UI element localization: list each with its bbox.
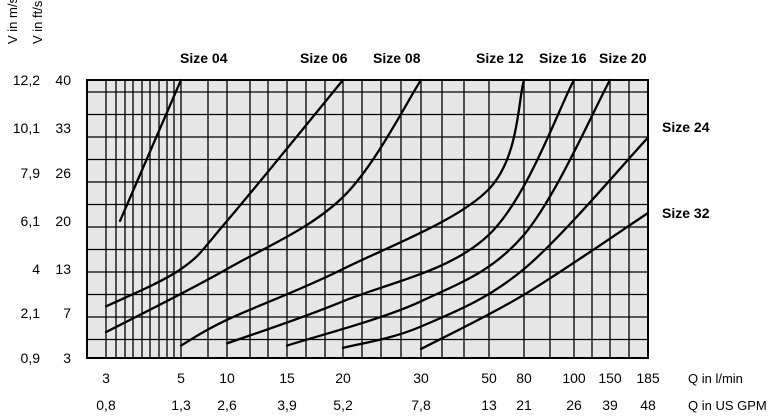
x-axis-title-gpm: Q in US GPM xyxy=(688,398,767,413)
x-tick-label-lmin: 15 xyxy=(279,370,295,386)
y-tick-label-ms: 12,2 xyxy=(13,72,40,88)
y-axis-title-fts: V in ft/s xyxy=(30,0,45,44)
curve-size-20 xyxy=(285,78,612,347)
size-labels: Size 04 Size 06 Size 08 Size 12 Size 16 Size … xyxy=(180,50,710,221)
y-tick-label-fts: 26 xyxy=(55,165,71,181)
x-tick-label-lmin: 30 xyxy=(413,370,429,386)
curve-size-24 xyxy=(341,136,650,350)
label-size-12: Size 12 xyxy=(476,50,524,66)
y-tick-label-fts: 13 xyxy=(55,261,71,277)
x-tick-label-gpm: 1,3 xyxy=(171,397,191,413)
x-tick-label-gpm: 5,2 xyxy=(333,397,353,413)
y-tick-label-fts: 20 xyxy=(55,213,71,229)
curve-size-32 xyxy=(419,211,650,351)
x-tick-label-lmin: 20 xyxy=(335,370,351,386)
y-tick-label-fts: 40 xyxy=(55,72,71,88)
x-tick-labels: 3 5 10 15 20 30 50 80 100 150 185 0,8 1,3 2,6 3,9 5,2 7,… xyxy=(96,370,660,413)
x-tick-label-gpm: 48 xyxy=(640,397,656,413)
x-tick-label-lmin: 50 xyxy=(481,370,497,386)
curve-size-12 xyxy=(179,78,526,347)
x-tick-label-lmin: 80 xyxy=(516,370,532,386)
x-tick-label-gpm: 0,8 xyxy=(96,397,116,413)
y-tick-label-ms: 4 xyxy=(32,261,40,277)
curve-size-04 xyxy=(118,78,183,223)
curve-size-16 xyxy=(225,78,576,345)
x-tick-label-gpm: 7,8 xyxy=(411,397,431,413)
x-tick-label-gpm: 2,6 xyxy=(217,397,237,413)
y-tick-label-fts: 3 xyxy=(63,350,71,366)
size-curves xyxy=(104,78,650,351)
label-size-04: Size 04 xyxy=(180,50,228,66)
plot-frame xyxy=(86,79,649,359)
label-size-20: Size 20 xyxy=(599,50,647,66)
y-tick-label-ms: 2,1 xyxy=(21,305,41,321)
y-tick-labels: 12,2 10,1 7,9 6,1 4 2,1 0,9 40 33 26 20 13 7 3 xyxy=(13,72,71,366)
x-tick-label-gpm: 39 xyxy=(602,397,618,413)
label-size-32: Size 32 xyxy=(662,205,710,221)
curve-size-08 xyxy=(104,78,423,334)
x-tick-label-gpm: 13 xyxy=(481,397,497,413)
y-axis-title-ms: V in m/s xyxy=(5,0,20,44)
x-tick-label-lmin: 150 xyxy=(598,370,622,386)
plot-area xyxy=(87,80,648,358)
x-tick-label-gpm: 26 xyxy=(566,397,582,413)
label-size-24: Size 24 xyxy=(662,119,710,135)
grid xyxy=(87,80,648,358)
y-tick-label-fts: 7 xyxy=(63,305,71,321)
x-tick-label-gpm: 3,9 xyxy=(277,397,297,413)
y-tick-label-fts: 33 xyxy=(55,120,71,136)
x-tick-label-lmin: 5 xyxy=(177,370,185,386)
curve-size-06 xyxy=(104,78,345,308)
label-size-06: Size 06 xyxy=(300,50,348,66)
x-tick-label-lmin: 10 xyxy=(219,370,235,386)
x-axis-title-lmin: Q in l/min xyxy=(688,371,743,386)
x-tick-label-lmin: 185 xyxy=(636,370,660,386)
label-size-08: Size 08 xyxy=(373,50,421,66)
x-tick-label-lmin: 3 xyxy=(102,370,110,386)
x-tick-label-lmin: 100 xyxy=(562,370,586,386)
x-tick-label-gpm: 21 xyxy=(516,397,532,413)
y-tick-label-ms: 6,1 xyxy=(21,213,41,229)
y-tick-label-ms: 0,9 xyxy=(21,350,41,366)
y-tick-label-ms: 7,9 xyxy=(21,165,41,181)
label-size-16: Size 16 xyxy=(539,50,587,66)
y-tick-label-ms: 10,1 xyxy=(13,120,40,136)
